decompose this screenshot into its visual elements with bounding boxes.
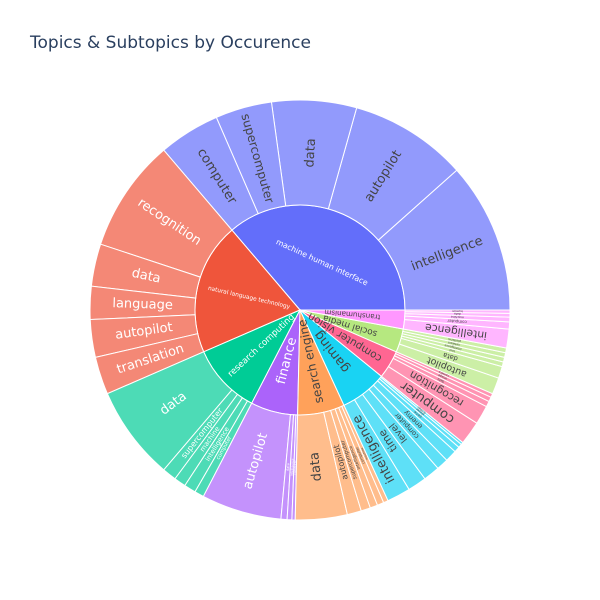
inner-ring — [194, 204, 406, 416]
child-segment-transhumanism-human[interactable] — [404, 309, 511, 314]
chart-title: Topics & Subtopics by Occurence — [30, 33, 311, 53]
outer-ring — [89, 99, 511, 521]
